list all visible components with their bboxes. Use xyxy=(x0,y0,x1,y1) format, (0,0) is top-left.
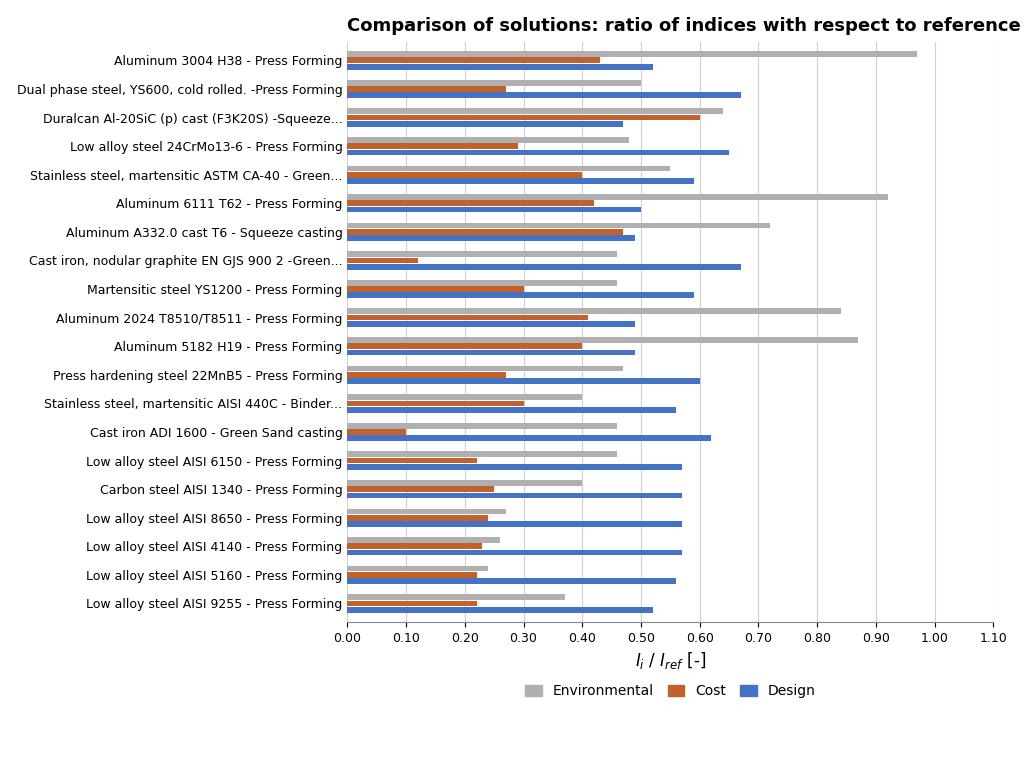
Bar xyxy=(347,207,641,212)
Bar xyxy=(347,508,506,514)
Bar xyxy=(347,51,918,57)
Bar xyxy=(347,464,682,470)
Bar xyxy=(347,150,729,155)
Bar xyxy=(347,321,635,326)
Bar xyxy=(347,223,770,228)
Bar xyxy=(347,480,583,486)
Bar xyxy=(347,549,682,556)
Bar xyxy=(347,492,682,498)
Bar xyxy=(347,451,617,457)
Bar xyxy=(347,108,723,114)
Bar xyxy=(347,121,624,126)
Bar xyxy=(347,565,488,572)
Bar xyxy=(347,578,676,584)
Bar xyxy=(347,394,583,400)
Bar xyxy=(347,423,617,428)
Bar xyxy=(347,229,624,234)
Bar xyxy=(347,457,476,463)
Text: Comparison of solutions: ratio of indices with respect to reference design: Comparison of solutions: ratio of indice… xyxy=(347,17,1024,35)
Bar xyxy=(347,607,652,613)
Bar xyxy=(347,521,682,527)
Bar xyxy=(347,172,583,177)
Bar xyxy=(347,143,518,149)
Bar xyxy=(347,308,841,314)
Bar xyxy=(347,80,641,85)
Bar xyxy=(347,594,564,600)
Bar xyxy=(347,337,858,342)
Bar xyxy=(347,407,676,412)
Bar xyxy=(347,137,629,142)
Bar xyxy=(347,58,600,63)
Bar xyxy=(347,429,407,435)
Bar xyxy=(347,600,476,607)
Bar xyxy=(347,235,635,241)
Bar xyxy=(347,264,740,269)
Bar xyxy=(347,572,476,578)
Bar xyxy=(347,537,500,543)
Bar xyxy=(347,292,694,298)
Bar xyxy=(347,166,671,171)
Bar xyxy=(347,251,617,257)
Bar xyxy=(347,286,523,292)
Bar xyxy=(347,86,506,92)
Bar xyxy=(347,435,712,441)
Bar xyxy=(347,365,624,371)
Bar xyxy=(347,486,495,492)
Bar xyxy=(347,315,588,320)
Bar xyxy=(347,178,694,184)
Bar xyxy=(347,343,583,349)
Legend: Environmental, Cost, Design: Environmental, Cost, Design xyxy=(525,684,816,698)
Bar xyxy=(347,400,523,406)
Bar xyxy=(347,372,506,377)
Bar xyxy=(347,115,699,120)
Bar xyxy=(347,515,488,521)
Bar xyxy=(347,92,740,98)
Bar xyxy=(347,349,635,355)
Bar xyxy=(347,64,652,69)
Bar xyxy=(347,257,418,263)
X-axis label: $\mathit{I_i}$ / $\mathit{I_{ref}}$ [-]: $\mathit{I_i}$ / $\mathit{I_{ref}}$ [-] xyxy=(635,651,706,671)
Bar xyxy=(347,200,594,206)
Bar xyxy=(347,194,888,200)
Bar xyxy=(347,543,482,549)
Bar xyxy=(347,378,699,384)
Bar xyxy=(347,280,617,285)
